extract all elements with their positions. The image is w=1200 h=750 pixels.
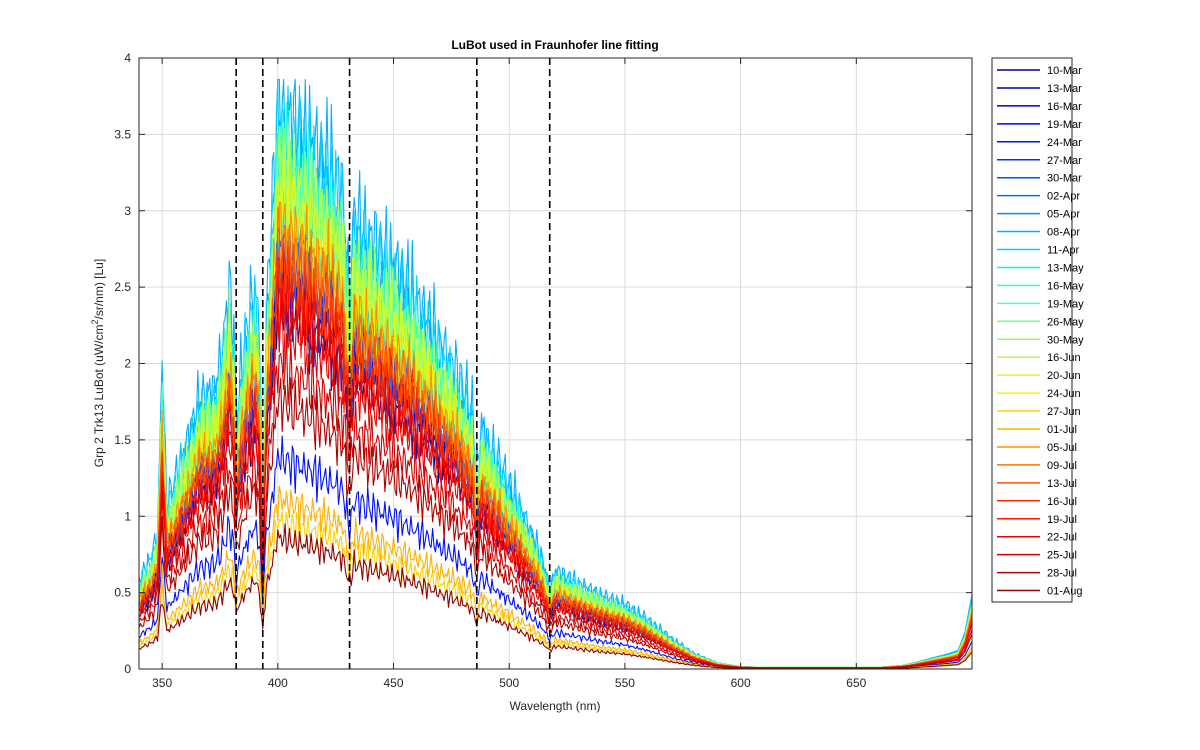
y-tick-label: 0.5 — [114, 586, 131, 600]
legend-label-19-Jul: 19-Jul — [1047, 514, 1077, 526]
legend-label-09-Jul: 09-Jul — [1047, 460, 1077, 472]
y-tick-label: 2 — [124, 357, 131, 371]
legend-label-13-Mar: 13-Mar — [1047, 83, 1082, 95]
y-tick-label: 3.5 — [114, 127, 131, 141]
legend-label-22-Jul: 22-Jul — [1047, 532, 1077, 544]
legend-label-13-May: 13-May — [1047, 262, 1084, 274]
y-axis-label-superscript: 2 — [90, 319, 100, 324]
legend-label-13-Jul: 13-Jul — [1047, 478, 1077, 490]
legend-label-20-Jun: 20-Jun — [1047, 370, 1081, 382]
legend-label-24-Mar: 24-Mar — [1047, 137, 1082, 149]
legend-label-01-Jul: 01-Jul — [1047, 424, 1077, 436]
chart-title: LuBot used in Fraunhofer line fitting — [451, 38, 658, 52]
legend-label-08-Apr: 08-Apr — [1047, 227, 1080, 239]
legend-label-30-Mar: 30-Mar — [1047, 173, 1082, 185]
legend-label-11-Apr: 11-Apr — [1047, 245, 1080, 257]
legend-label-02-Apr: 02-Apr — [1047, 191, 1080, 203]
y-axis-label: Grp 2 Trk13 LuBot (uW/cm2/sr/nm) [Lu] — [90, 259, 106, 467]
legend-label-27-Mar: 27-Mar — [1047, 155, 1082, 167]
legend-label-28-Jul: 28-Jul — [1047, 568, 1077, 580]
x-tick-label: 450 — [384, 676, 404, 690]
legend-label-30-May: 30-May — [1047, 334, 1084, 346]
y-tick-label: 1 — [124, 509, 131, 523]
legend-label-19-May: 19-May — [1047, 298, 1084, 310]
legend: 10-Mar 13-Mar 16-Mar 19-Mar 24-Mar 27-Mar 30-M… — [991, 57, 1084, 603]
y-axis-label-main: Grp 2 Trk13 LuBot (uW/cm — [92, 324, 106, 467]
legend-box — [991, 57, 1073, 603]
legend-label-25-Jul: 25-Jul — [1047, 550, 1077, 562]
legend-label-26-May: 26-May — [1047, 316, 1084, 328]
fraunhofer-lines — [235, 58, 551, 669]
legend-label-27-Jun: 27-Jun — [1047, 406, 1081, 418]
legend-label-16-Jun: 16-Jun — [1047, 352, 1081, 364]
legend-label-19-Mar: 19-Mar — [1047, 119, 1082, 131]
legend-label-16-Jul: 16-Jul — [1047, 496, 1077, 508]
x-axis-label: Wavelength (nm) — [510, 699, 601, 713]
y-tick-label: 1.5 — [114, 433, 131, 447]
legend-label-10-Mar: 10-Mar — [1047, 65, 1082, 77]
legend-label-16-May: 16-May — [1047, 280, 1084, 292]
legend-label-01-Aug: 01-Aug — [1047, 586, 1082, 598]
x-tick-label: 600 — [731, 676, 751, 690]
x-tick-label: 500 — [499, 676, 519, 690]
x-tick-label: 350 — [152, 676, 172, 690]
legend-label-24-Jun: 24-Jun — [1047, 388, 1081, 400]
y-axis-label-units: /sr/nm) [Lu] — [92, 259, 106, 320]
legend-label-05-Jul: 05-Jul — [1047, 442, 1077, 454]
y-tick-label: 3 — [124, 204, 131, 218]
y-tick-label: 0 — [124, 662, 131, 676]
y-tick-label: 4 — [124, 51, 131, 65]
x-tick-label: 550 — [615, 676, 635, 690]
x-tick-label: 650 — [846, 676, 866, 690]
legend-label-05-Apr: 05-Apr — [1047, 209, 1080, 221]
series-lines — [138, 78, 973, 670]
legend-label-16-Mar: 16-Mar — [1047, 101, 1082, 113]
y-tick-label: 2.5 — [114, 280, 131, 294]
axis-ticks: 350 400 450 500 550 600 650 0 0.5 1 1.5 2 2.5 3 3.5 4 — [114, 51, 972, 690]
x-tick-label: 400 — [268, 676, 288, 690]
